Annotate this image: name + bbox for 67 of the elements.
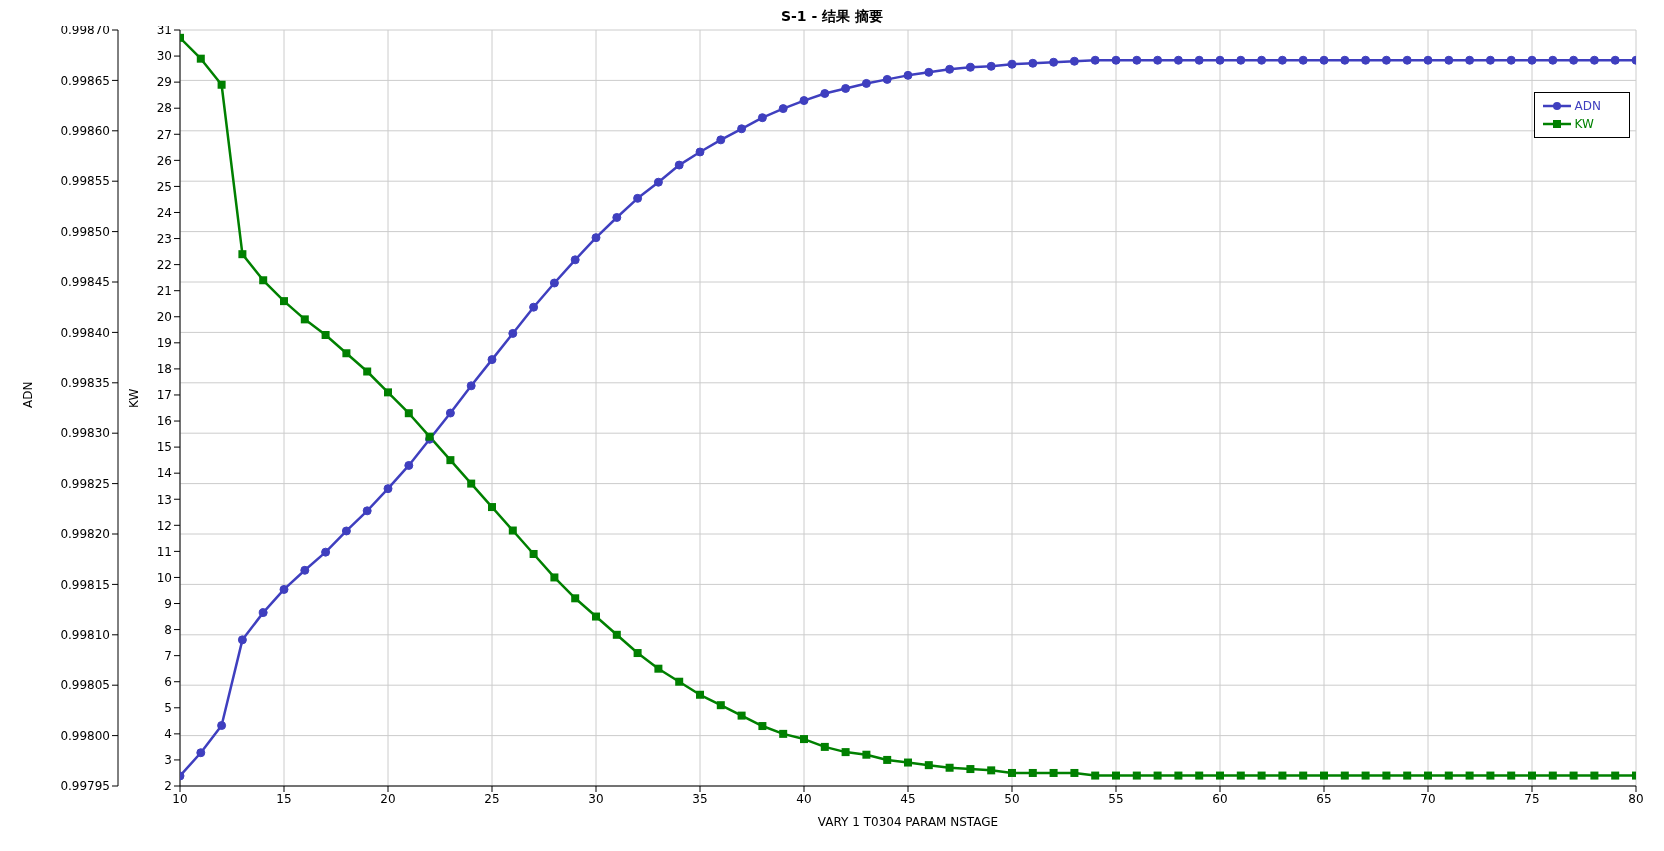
y2-tick-label: 4	[164, 727, 172, 742]
y2-tick-label: 26	[156, 153, 172, 168]
y2-tick-label: 16	[156, 414, 172, 429]
y-tick-label: 0.99860	[60, 124, 110, 139]
y-tick-label: 0.99835	[60, 376, 110, 391]
y2-axis-title: KW	[127, 388, 142, 408]
x-tick-label: 70	[1420, 791, 1436, 806]
legend-label: ADN	[1574, 99, 1601, 113]
y2-tick-label: 25	[156, 179, 172, 194]
y2-tick-label: 28	[156, 101, 172, 116]
y2-tick-label: 23	[156, 231, 172, 246]
y2-tick-label: 14	[156, 466, 172, 481]
legend-label: KW	[1574, 117, 1594, 131]
x-axis-title: VARY 1 T0304 PARAM NSTAGE	[817, 815, 999, 829]
y-axis-title: ADN	[21, 381, 36, 408]
x-tick-label: 75	[1524, 791, 1540, 806]
y2-tick-label: 8	[164, 622, 172, 637]
x-tick-label: 15	[276, 791, 292, 806]
y2-tick-label: 2	[164, 779, 172, 794]
chart-title: S-1 - 结果 摘要	[780, 8, 884, 24]
y-tick-label: 0.99810	[60, 628, 110, 643]
y-tick-label: 0.99840	[60, 325, 110, 340]
y2-tick-label: 6	[164, 674, 172, 689]
x-tick-label: 20	[380, 791, 396, 806]
x-tick-label: 25	[484, 791, 500, 806]
y-tick-label: 0.99830	[60, 426, 110, 441]
y2-tick-label: 30	[156, 49, 172, 64]
x-tick-label: 60	[1212, 791, 1228, 806]
y2-tick-label: 7	[164, 648, 172, 663]
y-tick-label: 0.99855	[60, 174, 110, 189]
y-tick-label: 0.99850	[60, 224, 110, 239]
x-tick-label: 30	[588, 791, 604, 806]
y2-tick-label: 10	[156, 570, 172, 585]
y2-tick-label: 24	[156, 205, 172, 220]
y2-tick-label: 22	[156, 257, 172, 272]
y2-tick-label: 21	[156, 283, 172, 298]
y2-tick-label: 9	[164, 596, 172, 611]
y2-tick-label: 13	[156, 492, 172, 507]
y-tick-label: 0.99800	[60, 728, 110, 743]
y-tick-label: 0.99815	[60, 577, 110, 592]
x-tick-label: 45	[900, 791, 916, 806]
y2-tick-label: 31	[156, 23, 172, 38]
y2-tick-label: 17	[156, 388, 172, 403]
y2-tick-label: 12	[156, 518, 172, 533]
x-tick-label: 80	[1628, 791, 1644, 806]
y-tick-label: 0.99820	[60, 527, 110, 542]
x-tick-label: 35	[692, 791, 708, 806]
x-tick-label: 40	[796, 791, 812, 806]
y2-tick-label: 5	[164, 701, 172, 716]
x-tick-label: 10	[172, 791, 188, 806]
y2-tick-label: 3	[164, 753, 172, 768]
y2-tick-label: 15	[156, 440, 172, 455]
y-tick-label: 0.99870	[60, 23, 110, 38]
x-tick-label: 55	[1108, 791, 1124, 806]
y-tick-label: 0.99865	[60, 73, 110, 88]
y2-tick-label: 19	[156, 336, 172, 351]
y-tick-label: 0.99805	[60, 678, 110, 693]
x-tick-label: 50	[1004, 791, 1020, 806]
y2-tick-label: 11	[156, 544, 172, 559]
y-tick-label: 0.99845	[60, 275, 110, 290]
y2-tick-label: 20	[156, 310, 172, 325]
y-tick-label: 0.99795	[60, 779, 110, 794]
y2-tick-label: 29	[156, 75, 172, 90]
y2-tick-label: 27	[156, 127, 172, 142]
y2-tick-label: 18	[156, 362, 172, 377]
x-tick-label: 65	[1316, 791, 1332, 806]
y-tick-label: 0.99825	[60, 476, 110, 491]
